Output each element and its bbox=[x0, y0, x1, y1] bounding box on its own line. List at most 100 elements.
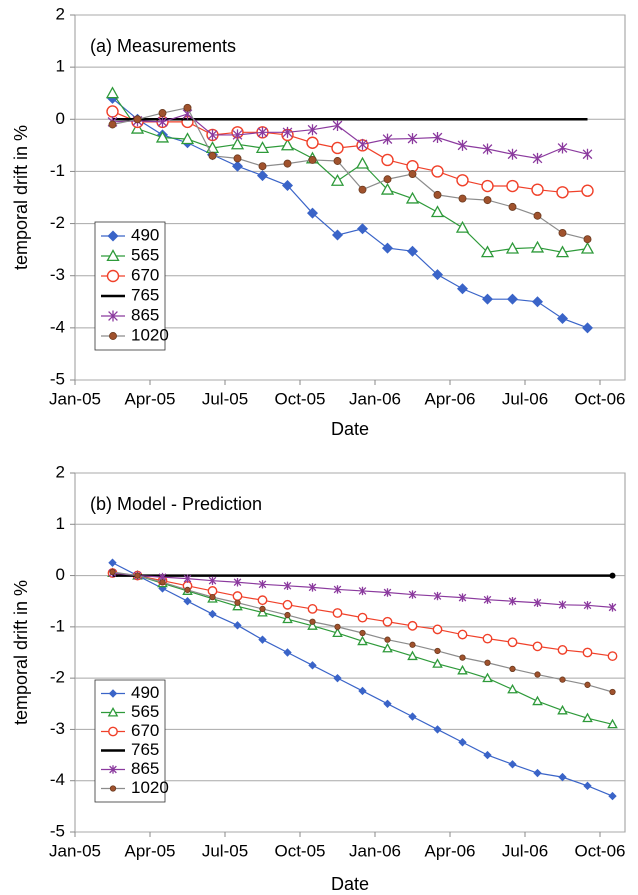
marker bbox=[506, 179, 519, 193]
y-tick-label: -1 bbox=[50, 161, 65, 180]
legend-label: 670 bbox=[131, 265, 159, 284]
marker bbox=[533, 598, 542, 607]
marker bbox=[408, 712, 417, 721]
marker bbox=[158, 109, 167, 118]
x-tick-label: Oct-05 bbox=[274, 389, 325, 408]
marker bbox=[433, 725, 442, 734]
marker bbox=[257, 595, 268, 606]
marker bbox=[184, 586, 191, 594]
marker bbox=[530, 240, 545, 253]
marker bbox=[557, 142, 568, 154]
legend-label: 1020 bbox=[131, 778, 169, 797]
y-tick-label: 2 bbox=[56, 462, 65, 481]
marker bbox=[258, 162, 267, 171]
legend-label: 565 bbox=[131, 245, 159, 264]
marker bbox=[484, 659, 491, 666]
marker bbox=[108, 726, 118, 737]
x-tick-label: Oct-06 bbox=[574, 389, 625, 408]
legend-box bbox=[94, 221, 166, 351]
legend-label: 490 bbox=[131, 225, 159, 244]
marker bbox=[284, 611, 291, 619]
marker bbox=[533, 768, 542, 778]
marker bbox=[106, 269, 120, 283]
y-tick-label: 0 bbox=[56, 109, 65, 128]
y-tick-label: -5 bbox=[50, 821, 65, 840]
marker bbox=[381, 153, 394, 167]
marker bbox=[207, 586, 218, 596]
marker bbox=[183, 574, 192, 583]
marker bbox=[383, 588, 392, 597]
marker bbox=[459, 654, 466, 661]
y-tick-label: 1 bbox=[56, 514, 65, 533]
marker bbox=[433, 591, 442, 601]
marker bbox=[608, 603, 617, 612]
legend-label: 490 bbox=[131, 683, 159, 702]
marker bbox=[108, 120, 117, 129]
marker bbox=[580, 241, 595, 254]
marker bbox=[257, 126, 268, 138]
marker bbox=[159, 579, 166, 586]
marker bbox=[134, 572, 141, 579]
marker bbox=[509, 665, 516, 673]
y-tick-label: -4 bbox=[50, 770, 65, 789]
marker bbox=[483, 196, 492, 205]
marker bbox=[358, 185, 367, 194]
chart-title: (b) Model - Prediction bbox=[90, 494, 262, 514]
y-tick-label: 2 bbox=[56, 4, 65, 23]
marker bbox=[282, 599, 293, 610]
plot-area bbox=[74, 14, 626, 381]
marker bbox=[407, 620, 418, 631]
marker bbox=[409, 641, 416, 648]
marker bbox=[333, 585, 342, 594]
marker bbox=[432, 624, 443, 635]
marker bbox=[208, 576, 217, 585]
marker bbox=[583, 235, 592, 244]
marker bbox=[309, 618, 316, 625]
x-tick-label: Apr-05 bbox=[124, 841, 175, 860]
marker bbox=[307, 124, 318, 136]
marker bbox=[380, 182, 395, 195]
x-tick-label: Apr-05 bbox=[124, 389, 175, 408]
marker bbox=[382, 616, 393, 627]
marker bbox=[557, 704, 568, 715]
y-tick-label: -2 bbox=[50, 213, 65, 232]
marker bbox=[557, 312, 568, 324]
marker bbox=[432, 658, 443, 668]
marker bbox=[531, 183, 544, 196]
marker bbox=[334, 623, 341, 630]
marker bbox=[106, 105, 119, 118]
marker bbox=[183, 103, 192, 112]
marker bbox=[584, 681, 591, 688]
marker bbox=[232, 129, 243, 141]
marker bbox=[532, 695, 543, 706]
marker bbox=[232, 600, 243, 611]
x-tick-label: Jan-05 bbox=[49, 389, 101, 408]
marker bbox=[359, 629, 366, 637]
y-axis-label: temporal drift in % bbox=[11, 125, 31, 270]
marker bbox=[257, 170, 268, 182]
marker bbox=[358, 586, 367, 596]
legend-box bbox=[94, 679, 166, 803]
marker bbox=[382, 242, 393, 254]
marker bbox=[283, 581, 292, 591]
marker bbox=[330, 173, 345, 186]
marker bbox=[357, 612, 368, 623]
marker bbox=[357, 635, 368, 646]
marker bbox=[282, 613, 293, 624]
marker bbox=[333, 673, 342, 683]
marker bbox=[332, 229, 343, 241]
marker bbox=[558, 772, 567, 782]
legend-label: 670 bbox=[131, 721, 159, 740]
marker bbox=[481, 179, 494, 193]
marker bbox=[507, 683, 518, 694]
marker bbox=[307, 207, 318, 219]
marker bbox=[308, 661, 317, 670]
marker bbox=[207, 129, 218, 141]
marker bbox=[107, 230, 119, 242]
marker bbox=[583, 601, 592, 610]
marker bbox=[233, 578, 242, 587]
marker bbox=[456, 174, 469, 187]
marker bbox=[234, 599, 241, 606]
marker bbox=[482, 633, 493, 644]
marker bbox=[556, 186, 569, 199]
